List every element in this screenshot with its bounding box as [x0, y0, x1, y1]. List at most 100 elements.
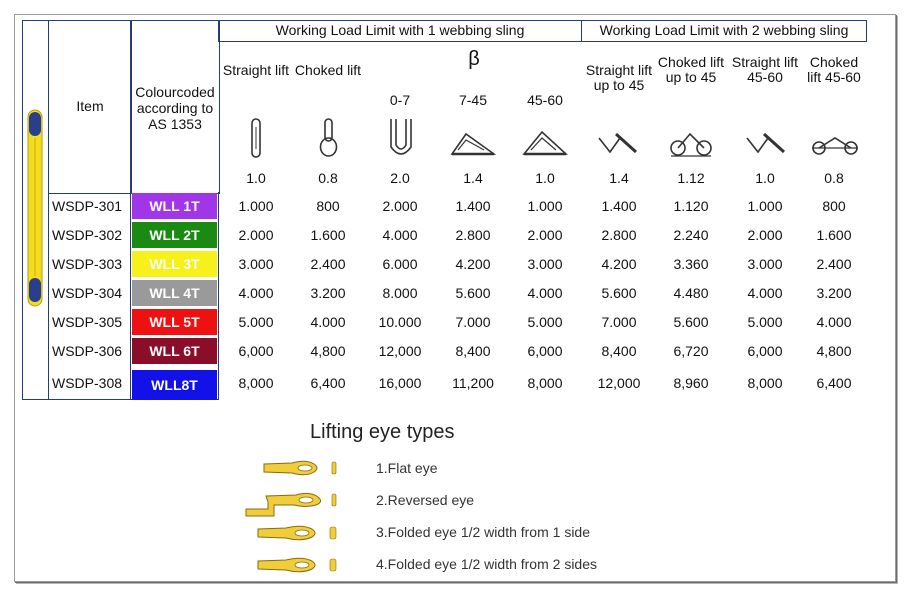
wll-value-cell: 8.000 [382, 285, 418, 301]
wll-value-cell: 2.400 [816, 256, 852, 272]
wll-value-cell: 7.000 [455, 314, 491, 330]
wll-value-cell: 1.000 [527, 198, 563, 214]
eye-type-label: 1.Flat eye [376, 460, 438, 476]
wll-value-cell: 800 [822, 198, 846, 214]
wll-value-cell: 1.600 [816, 227, 852, 243]
wll-value-cell: 12,000 [597, 375, 641, 391]
folded-eye-two-sides-icon [257, 557, 337, 573]
row-item-code: WSDP-308 [52, 375, 123, 391]
col-header-2-straight-up-to-45: Straight lift up to 45 [585, 62, 653, 93]
two-sling-straight-icon [598, 132, 638, 154]
wll-value-cell: 5.600 [601, 285, 637, 301]
table-border [22, 20, 49, 21]
col-header-2-choked-45-60: Choked lift 45-60 [807, 54, 861, 85]
lifting-eye-title: Lifting eye types [310, 421, 455, 443]
sling-illustration [27, 109, 43, 307]
col-header-angle-7-45: 7-45 [458, 92, 488, 108]
col-header-choked-lift: Choked lift [294, 62, 362, 78]
wll-value-cell: 8,400 [455, 343, 491, 359]
row-item-code: WSDP-304 [52, 285, 123, 301]
eye-type-label: 3.Folded eye 1/2 width from 1 side [376, 524, 591, 540]
wll-colour-badge: WLL 5T [132, 309, 217, 335]
wll-value-cell: 4,800 [816, 343, 852, 359]
basket-lift-icon [390, 119, 412, 155]
table-border [22, 20, 23, 400]
wll-value-cell: 2.000 [747, 227, 783, 243]
two-sling-straight-icon [746, 132, 786, 154]
item-header-cell: Item [48, 20, 132, 194]
wll-value-cell: 8,960 [673, 375, 709, 391]
wll-value-cell: 2.000 [527, 227, 563, 243]
wll-value-cell: 10.000 [378, 314, 422, 330]
wll-value-cell: 8,000 [747, 375, 783, 391]
wll-value-cell: 4,800 [310, 343, 346, 359]
wll-colour-badge: WLL8T [132, 370, 217, 400]
wll-value-cell: 6,000 [527, 343, 563, 359]
two-sling-choked-icon [812, 137, 858, 155]
wll-value-cell: 1.120 [673, 198, 709, 214]
eye-type-label: 4.Folded eye 1/2 width from 2 sides [376, 556, 598, 572]
wll-value-cell: 2.400 [310, 256, 346, 272]
wll-value-cell: 5.000 [747, 314, 783, 330]
straight-lift-icon [251, 118, 261, 158]
factor-45-60: 1.0 [535, 170, 555, 186]
wll-value-cell: 2.800 [455, 227, 491, 243]
wll-value-cell: 4.480 [673, 285, 709, 301]
factor-2-straight-up-to-45: 1.4 [609, 170, 629, 186]
factor-2-choked-45-60: 0.8 [824, 170, 844, 186]
wll-value-cell: 2.240 [673, 227, 709, 243]
wll-value-cell: 8,000 [527, 375, 563, 391]
eye-type-label: 2.Reversed eye [376, 492, 475, 508]
beta-symbol: β [468, 48, 480, 70]
table-border [48, 192, 49, 400]
colour-header-cell: Colourcoded according to AS 1353 [130, 20, 220, 194]
wll-value-cell: 4.200 [601, 256, 637, 272]
wll-value-cell: 1.000 [747, 198, 783, 214]
wll-value-cell: 5.000 [527, 314, 563, 330]
wll-value-cell: 2.800 [601, 227, 637, 243]
wll-value-cell: 3.000 [747, 256, 783, 272]
wll-value-cell: 8,000 [238, 375, 274, 391]
row-item-code: WSDP-301 [52, 198, 123, 214]
row-item-code: WSDP-306 [52, 343, 123, 359]
col-header-angle-0-7: 0-7 [389, 92, 411, 108]
wll-value-cell: 2.000 [238, 227, 274, 243]
factor-straight-lift: 1.0 [246, 170, 266, 186]
wll-colour-badge: WLL 2T [132, 222, 217, 248]
factor-choked-lift: 0.8 [318, 170, 338, 186]
wll-value-cell: 2.000 [382, 198, 418, 214]
col-header-straight-lift: Straight lift [222, 62, 290, 78]
angled-basket-icon [522, 130, 568, 156]
wll-value-cell: 5.600 [673, 314, 709, 330]
wll-value-cell: 8,400 [601, 343, 637, 359]
item-column-header: Item [76, 98, 104, 114]
row-item-code: WSDP-302 [52, 227, 123, 243]
wll-value-cell: 6,000 [238, 343, 274, 359]
group-header-2-sling: Working Load Limit with 2 webbing sling [581, 20, 867, 42]
factor-2-choked-up-to-45: 1.12 [677, 170, 705, 186]
wll-value-cell: 1.400 [601, 198, 637, 214]
table-border [218, 192, 219, 400]
wll-value-cell: 6,000 [747, 343, 783, 359]
col-header-angle-45-60: 45-60 [527, 92, 563, 108]
wll-value-cell: 6,400 [816, 375, 852, 391]
colour-column-header: Colourcoded according to AS 1353 [135, 84, 215, 132]
wll-value-cell: 3.360 [673, 256, 709, 272]
factor-7-45: 1.4 [463, 170, 483, 186]
wll-value-cell: 1.000 [238, 198, 274, 214]
wll-value-cell: 5.600 [455, 285, 491, 301]
table-border [130, 192, 131, 400]
wll-value-cell: 4.200 [455, 256, 491, 272]
wll-value-cell: 7.000 [601, 314, 637, 330]
wll-value-cell: 4.000 [238, 285, 274, 301]
wll-value-cell: 4.000 [747, 285, 783, 301]
two-sling-choked-icon [670, 132, 712, 157]
wll-value-cell: 6,720 [673, 343, 709, 359]
wll-colour-badge: WLL 1T [132, 193, 217, 219]
wll-value-cell: 1.600 [310, 227, 346, 243]
table-border [22, 399, 49, 400]
wll-value-cell: 3.200 [816, 285, 852, 301]
wll-value-cell: 4.000 [310, 314, 346, 330]
row-item-code: WSDP-305 [52, 314, 123, 330]
wll-colour-badge: WLL 6T [132, 338, 217, 364]
